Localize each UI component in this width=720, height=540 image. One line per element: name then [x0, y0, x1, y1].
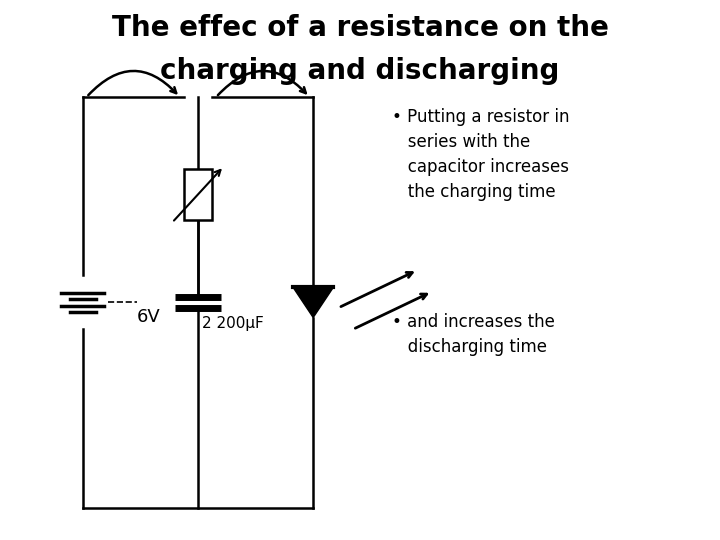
Text: 2 200μF: 2 200μF	[202, 316, 264, 331]
FancyBboxPatch shape	[184, 168, 212, 220]
Text: 6V: 6V	[137, 308, 161, 326]
Polygon shape	[293, 287, 333, 318]
Text: The effec of a resistance on the: The effec of a resistance on the	[112, 14, 608, 42]
Text: charging and discharging: charging and discharging	[161, 57, 559, 85]
Text: • and increases the
   discharging time: • and increases the discharging time	[392, 313, 555, 356]
Text: • Putting a resistor in
   series with the
   capacitor increases
   the chargin: • Putting a resistor in series with the …	[392, 108, 570, 201]
